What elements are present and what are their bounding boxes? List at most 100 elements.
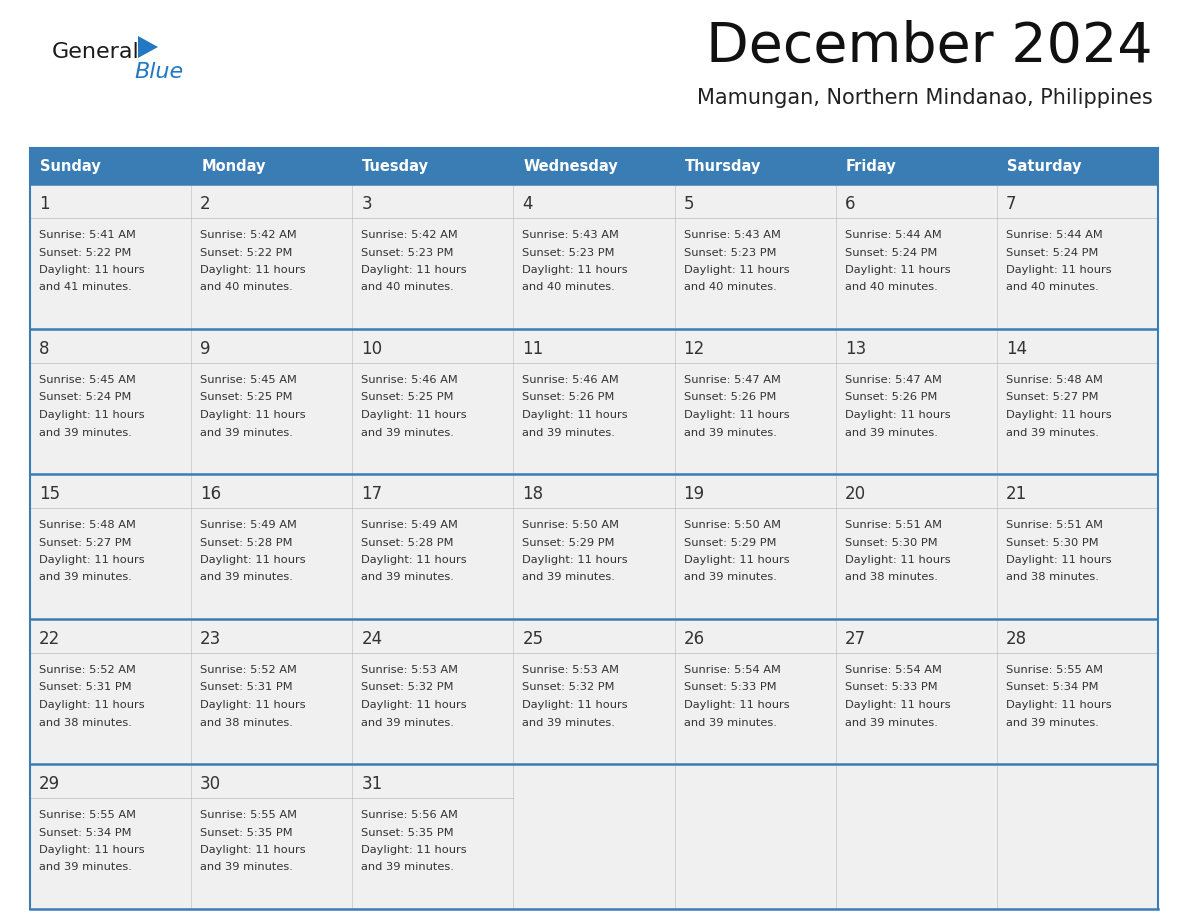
Text: Mamungan, Northern Mindanao, Philippines: Mamungan, Northern Mindanao, Philippines [697, 88, 1154, 108]
Text: 26: 26 [683, 630, 704, 648]
Text: 25: 25 [523, 630, 544, 648]
Text: Sunrise: 5:47 AM: Sunrise: 5:47 AM [845, 375, 942, 385]
Text: Sunset: 5:26 PM: Sunset: 5:26 PM [683, 393, 776, 402]
Text: 5: 5 [683, 195, 694, 213]
Bar [675, 329, 835, 474]
Text: Sunset: 5:22 PM: Sunset: 5:22 PM [200, 248, 292, 258]
Text: Sunset: 5:31 PM: Sunset: 5:31 PM [39, 682, 132, 692]
Text: 28: 28 [1006, 630, 1026, 648]
Text: 1: 1 [39, 195, 50, 213]
Text: Daylight: 11 hours: Daylight: 11 hours [523, 410, 628, 420]
Text: Sunset: 5:24 PM: Sunset: 5:24 PM [39, 393, 132, 402]
Text: Daylight: 11 hours: Daylight: 11 hours [845, 265, 950, 275]
Bar [353, 184, 513, 329]
Text: Sunrise: 5:46 AM: Sunrise: 5:46 AM [523, 375, 619, 385]
Text: 18: 18 [523, 485, 544, 503]
Text: Sunset: 5:31 PM: Sunset: 5:31 PM [200, 682, 292, 692]
Text: Sunset: 5:27 PM: Sunset: 5:27 PM [39, 538, 132, 547]
Text: 17: 17 [361, 485, 383, 503]
Text: Sunset: 5:35 PM: Sunset: 5:35 PM [200, 827, 292, 837]
Text: 29: 29 [39, 775, 61, 793]
Text: Sunset: 5:32 PM: Sunset: 5:32 PM [361, 682, 454, 692]
Bar [30, 619, 191, 764]
Text: Daylight: 11 hours: Daylight: 11 hours [361, 845, 467, 855]
Bar [513, 329, 675, 474]
Text: 2: 2 [200, 195, 210, 213]
Bar [30, 474, 191, 619]
Text: and 39 minutes.: and 39 minutes. [683, 573, 777, 583]
Text: Sunset: 5:28 PM: Sunset: 5:28 PM [200, 538, 292, 547]
Bar [191, 184, 353, 329]
Text: and 38 minutes.: and 38 minutes. [845, 573, 937, 583]
Text: 10: 10 [361, 340, 383, 358]
Text: Daylight: 11 hours: Daylight: 11 hours [683, 700, 789, 710]
Bar [997, 619, 1158, 764]
Text: Sunset: 5:23 PM: Sunset: 5:23 PM [683, 248, 776, 258]
Text: and 39 minutes.: and 39 minutes. [39, 428, 132, 438]
Text: Sunset: 5:28 PM: Sunset: 5:28 PM [361, 538, 454, 547]
Text: Daylight: 11 hours: Daylight: 11 hours [1006, 265, 1112, 275]
Text: Friday: Friday [846, 159, 897, 174]
Text: Daylight: 11 hours: Daylight: 11 hours [845, 555, 950, 565]
Text: Daylight: 11 hours: Daylight: 11 hours [200, 700, 305, 710]
Text: 11: 11 [523, 340, 544, 358]
Bar [835, 619, 997, 764]
Text: 4: 4 [523, 195, 533, 213]
Text: Wednesday: Wednesday [524, 159, 618, 174]
Text: Sunset: 5:23 PM: Sunset: 5:23 PM [361, 248, 454, 258]
Text: Sunset: 5:23 PM: Sunset: 5:23 PM [523, 248, 615, 258]
Bar [675, 764, 835, 909]
Text: Daylight: 11 hours: Daylight: 11 hours [845, 410, 950, 420]
Text: 23: 23 [200, 630, 221, 648]
Text: 22: 22 [39, 630, 61, 648]
Text: and 40 minutes.: and 40 minutes. [683, 283, 776, 293]
Text: and 40 minutes.: and 40 minutes. [1006, 283, 1099, 293]
Text: Sunrise: 5:55 AM: Sunrise: 5:55 AM [200, 810, 297, 820]
Text: Daylight: 11 hours: Daylight: 11 hours [523, 265, 628, 275]
Bar [675, 184, 835, 329]
Text: 3: 3 [361, 195, 372, 213]
Bar [30, 329, 191, 474]
Text: Daylight: 11 hours: Daylight: 11 hours [683, 265, 789, 275]
Text: Sunrise: 5:49 AM: Sunrise: 5:49 AM [200, 520, 297, 530]
Text: 6: 6 [845, 195, 855, 213]
Text: and 39 minutes.: and 39 minutes. [683, 718, 777, 727]
Text: Sunset: 5:24 PM: Sunset: 5:24 PM [1006, 248, 1098, 258]
Text: and 39 minutes.: and 39 minutes. [361, 863, 454, 872]
Text: and 39 minutes.: and 39 minutes. [39, 573, 132, 583]
Text: Sunset: 5:26 PM: Sunset: 5:26 PM [523, 393, 615, 402]
Text: and 39 minutes.: and 39 minutes. [39, 863, 132, 872]
Text: 12: 12 [683, 340, 704, 358]
Text: Sunrise: 5:50 AM: Sunrise: 5:50 AM [523, 520, 619, 530]
Text: and 39 minutes.: and 39 minutes. [200, 573, 293, 583]
Bar [191, 764, 353, 909]
Text: Sunrise: 5:46 AM: Sunrise: 5:46 AM [361, 375, 459, 385]
Bar [30, 148, 1158, 184]
Text: Sunset: 5:35 PM: Sunset: 5:35 PM [361, 827, 454, 837]
Text: and 39 minutes.: and 39 minutes. [845, 428, 937, 438]
Text: Sunset: 5:25 PM: Sunset: 5:25 PM [361, 393, 454, 402]
Text: Sunset: 5:30 PM: Sunset: 5:30 PM [845, 538, 937, 547]
Text: Daylight: 11 hours: Daylight: 11 hours [1006, 700, 1112, 710]
Text: December 2024: December 2024 [707, 20, 1154, 74]
Text: and 38 minutes.: and 38 minutes. [200, 718, 293, 727]
Bar [30, 184, 191, 329]
Text: and 40 minutes.: and 40 minutes. [200, 283, 293, 293]
Text: and 39 minutes.: and 39 minutes. [523, 573, 615, 583]
Text: Daylight: 11 hours: Daylight: 11 hours [200, 845, 305, 855]
Text: Sunrise: 5:42 AM: Sunrise: 5:42 AM [200, 230, 297, 240]
Text: Sunrise: 5:48 AM: Sunrise: 5:48 AM [1006, 375, 1102, 385]
Text: Daylight: 11 hours: Daylight: 11 hours [523, 555, 628, 565]
Text: Sunrise: 5:55 AM: Sunrise: 5:55 AM [1006, 665, 1102, 675]
Bar [997, 329, 1158, 474]
Text: and 39 minutes.: and 39 minutes. [200, 863, 293, 872]
Text: Daylight: 11 hours: Daylight: 11 hours [361, 700, 467, 710]
Bar [997, 474, 1158, 619]
Text: 13: 13 [845, 340, 866, 358]
Text: Sunrise: 5:48 AM: Sunrise: 5:48 AM [39, 520, 135, 530]
Text: Daylight: 11 hours: Daylight: 11 hours [361, 410, 467, 420]
Bar [353, 329, 513, 474]
Text: Sunrise: 5:53 AM: Sunrise: 5:53 AM [523, 665, 619, 675]
Text: Sunset: 5:33 PM: Sunset: 5:33 PM [845, 682, 937, 692]
Text: Sunset: 5:34 PM: Sunset: 5:34 PM [1006, 682, 1099, 692]
